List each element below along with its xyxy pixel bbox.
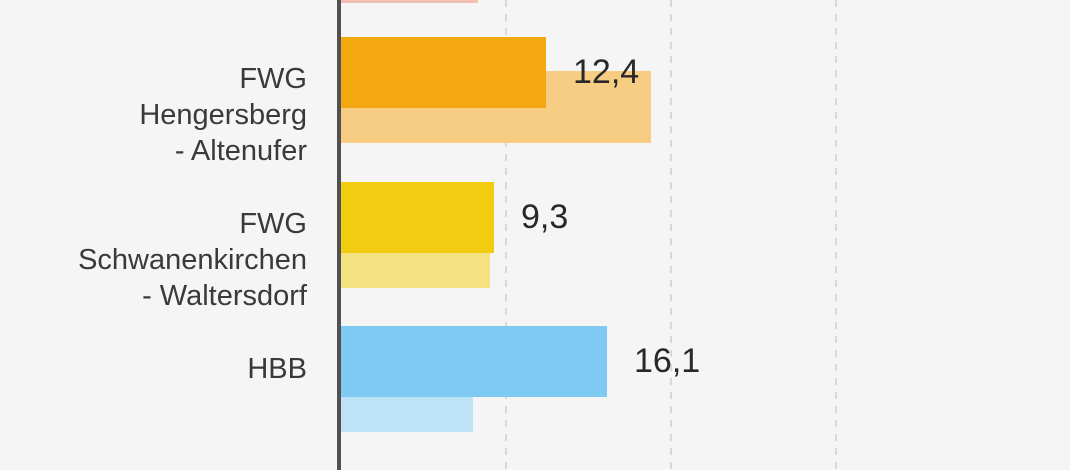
category-label: FWG Schwanenkirchen - Waltersdorf <box>0 206 307 314</box>
category-label-line: - Altenufer <box>174 135 307 167</box>
bar-current <box>341 182 494 253</box>
bar-current <box>341 326 607 397</box>
category-label: HBB <box>0 351 307 387</box>
category-label-line: Hengersberg <box>139 99 307 131</box>
bar-current <box>341 37 546 108</box>
category-label-line: HBB <box>247 353 307 385</box>
value-label: 9,3 <box>521 198 569 236</box>
category-label-line: FWG <box>239 63 307 95</box>
gridline-20 <box>670 0 672 470</box>
category-label: FWG Hengersberg - Altenufer <box>0 61 307 169</box>
bar-previous <box>341 0 478 3</box>
y-axis-line <box>337 0 341 470</box>
category-label-line: FWG <box>239 208 307 240</box>
category-label-line: - Waltersdorf <box>142 280 307 312</box>
category-label-line: Schwanenkirchen <box>78 244 307 276</box>
value-label: 12,4 <box>573 53 640 91</box>
gridline-10 <box>505 0 507 470</box>
gridline-30 <box>835 0 837 470</box>
value-label: 16,1 <box>634 342 701 380</box>
